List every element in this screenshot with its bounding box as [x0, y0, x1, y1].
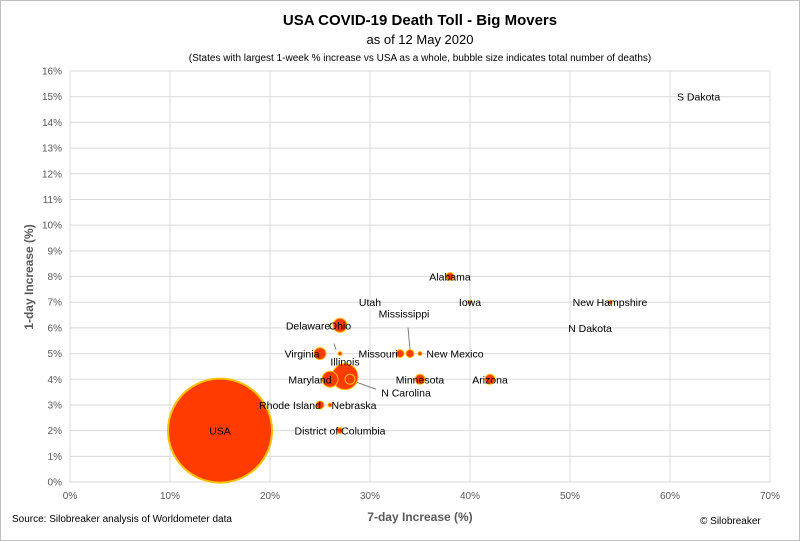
x-tick-label: 60%: [660, 491, 680, 502]
point-label: Nebraska: [332, 400, 377, 412]
x-tick-label: 50%: [560, 491, 580, 502]
point-label: Ohio: [329, 320, 351, 332]
bubble-point: [313, 347, 327, 361]
leader-line: [333, 343, 337, 350]
point-label: Illinois: [330, 357, 359, 369]
bubble-point: [332, 317, 348, 333]
bubble-point: [417, 351, 423, 357]
point-label: N Carolina: [381, 387, 431, 399]
y-axis-label: 1-day Increase (%): [22, 224, 36, 329]
chart-title: USA COVID-19 Death Toll - Big Movers: [282, 12, 558, 29]
bubble-point: [337, 351, 343, 357]
credit-note: © Silobreaker: [700, 516, 761, 527]
point-labels: USA S Dakota Alabama Utah Iowa New Hampshire N…: [209, 92, 720, 438]
y-tick-label: 16%: [42, 67, 62, 78]
y-tick-label: 13%: [42, 144, 62, 155]
point-label: District of Columbia: [294, 426, 385, 438]
leader-lines: [333, 327, 411, 390]
bubble-point: [445, 272, 455, 281]
y-tick-label: 7%: [48, 298, 63, 309]
y-tick-label: 8%: [48, 272, 63, 283]
y-tick-label: 9%: [48, 246, 63, 257]
bubble-point: [167, 377, 273, 484]
x-tick-label: 0%: [63, 491, 78, 502]
bubble-point: [405, 349, 415, 359]
source-note: Source: Silobreaker analysis of Worldome…: [12, 514, 232, 525]
leader-line: [353, 380, 377, 390]
y-tick-label: 10%: [42, 221, 62, 232]
point-label: New Hampshire: [573, 297, 648, 309]
point-label: USA: [209, 426, 231, 438]
bubbles: [167, 272, 613, 484]
point-label: Delaware: [286, 321, 331, 333]
x-tick-label: 30%: [360, 491, 380, 502]
leader-line: [407, 327, 411, 350]
bubble-point: [484, 373, 496, 385]
x-tick-label: 10%: [160, 491, 180, 502]
x-tick-label: 20%: [260, 491, 280, 502]
bubble-point: [395, 349, 405, 359]
y-tick-label: 1%: [48, 452, 63, 463]
bubble-point: [321, 370, 339, 388]
bubble-point: [467, 299, 473, 305]
y-tick-label: 0%: [48, 478, 63, 489]
bubble-point: [607, 299, 613, 305]
point-label: Rhode Island: [259, 400, 321, 412]
grid-layer: [69, 70, 771, 483]
y-tick-label: 3%: [48, 400, 63, 411]
x-axis-label: 7-day Increase (%): [367, 510, 472, 524]
bubble-point: [336, 427, 344, 435]
point-label: Minnesota: [396, 374, 445, 386]
bubble-point: [344, 373, 356, 385]
point-label: Alabama: [429, 272, 471, 284]
chart-note: (States with largest 1-week % increase v…: [188, 53, 652, 64]
point-label: Missouri: [358, 349, 397, 361]
point-label: Utah: [359, 297, 381, 309]
x-tick-label: 70%: [760, 491, 780, 502]
y-tick-label: 11%: [43, 195, 62, 206]
point-label: N Dakota: [568, 323, 612, 335]
y-tick-label: 4%: [48, 375, 63, 386]
bubble-point: [315, 400, 325, 410]
y-tick-label: 6%: [48, 323, 63, 334]
y-tick-label: 5%: [48, 349, 63, 360]
y-tick-label: 2%: [48, 426, 63, 437]
chart-subtitle: as of 12 May 2020: [366, 32, 474, 47]
point-label: Arizona: [472, 374, 508, 386]
bubble-point: [414, 373, 426, 385]
tick-labels: 0% 10% 20% 30% 40% 50% 60% 70% 0% 1% 2% 3% 4% 5% 6% 7% 8…: [42, 67, 780, 503]
bubble-point: [327, 402, 333, 408]
y-tick-label: 12%: [42, 169, 62, 180]
point-label: New Mexico: [426, 349, 483, 361]
x-tick-label: 40%: [460, 491, 480, 502]
point-label: S Dakota: [677, 92, 720, 104]
y-tick-label: 15%: [42, 92, 62, 103]
point-label: Iowa: [459, 297, 481, 309]
point-label: Virginia: [285, 349, 320, 361]
point-label: Maryland: [288, 374, 331, 386]
y-tick-label: 14%: [42, 118, 62, 129]
point-label: Mississippi: [379, 309, 430, 321]
